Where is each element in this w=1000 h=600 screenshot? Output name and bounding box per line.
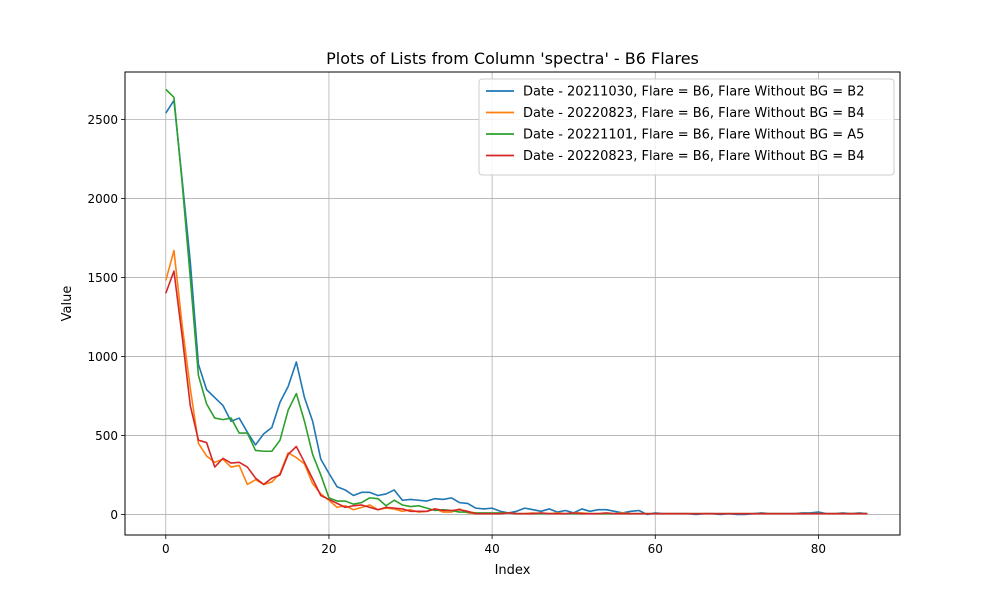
legend-label-3: Date - 20221101, Flare = B6, Flare Witho… — [523, 128, 864, 143]
y-tick-label: 2500 — [87, 113, 118, 127]
y-axis-label: Value — [60, 286, 75, 322]
legend-box — [478, 78, 895, 176]
y-tick-label: 500 — [95, 429, 118, 443]
x-tick-label: 60 — [648, 542, 663, 556]
series-lines — [165, 88, 868, 516]
axis-ticks: 0 20 40 60 80 0 500 1000 1500 2000 2500 — [87, 113, 826, 556]
legend: Date - 20211030, Flare = B6, Flare Witho… — [478, 78, 895, 176]
x-axis-label: Index — [495, 563, 531, 578]
legend-label-2: Date - 20220823, Flare = B6, Flare Witho… — [523, 106, 864, 121]
x-tick-label: 80 — [811, 542, 826, 556]
y-tick-label: 1500 — [87, 271, 118, 285]
x-tick-label: 40 — [484, 542, 499, 556]
legend-label-1: Date - 20211030, Flare = B6, Flare Witho… — [523, 85, 864, 100]
series-line-4 — [165, 270, 868, 515]
y-tick-label: 1000 — [87, 350, 118, 364]
x-tick-label: 0 — [162, 542, 170, 556]
y-tick-label: 0 — [110, 508, 118, 522]
legend-label-4: Date - 20220823, Flare = B6, Flare Witho… — [523, 149, 864, 164]
x-tick-label: 20 — [321, 542, 336, 556]
y-tick-label: 2000 — [87, 192, 118, 206]
plot-frame — [124, 71, 901, 536]
series-line-2 — [165, 249, 868, 515]
chart-title: Plots of Lists from Column 'spectra' - B… — [326, 49, 699, 68]
